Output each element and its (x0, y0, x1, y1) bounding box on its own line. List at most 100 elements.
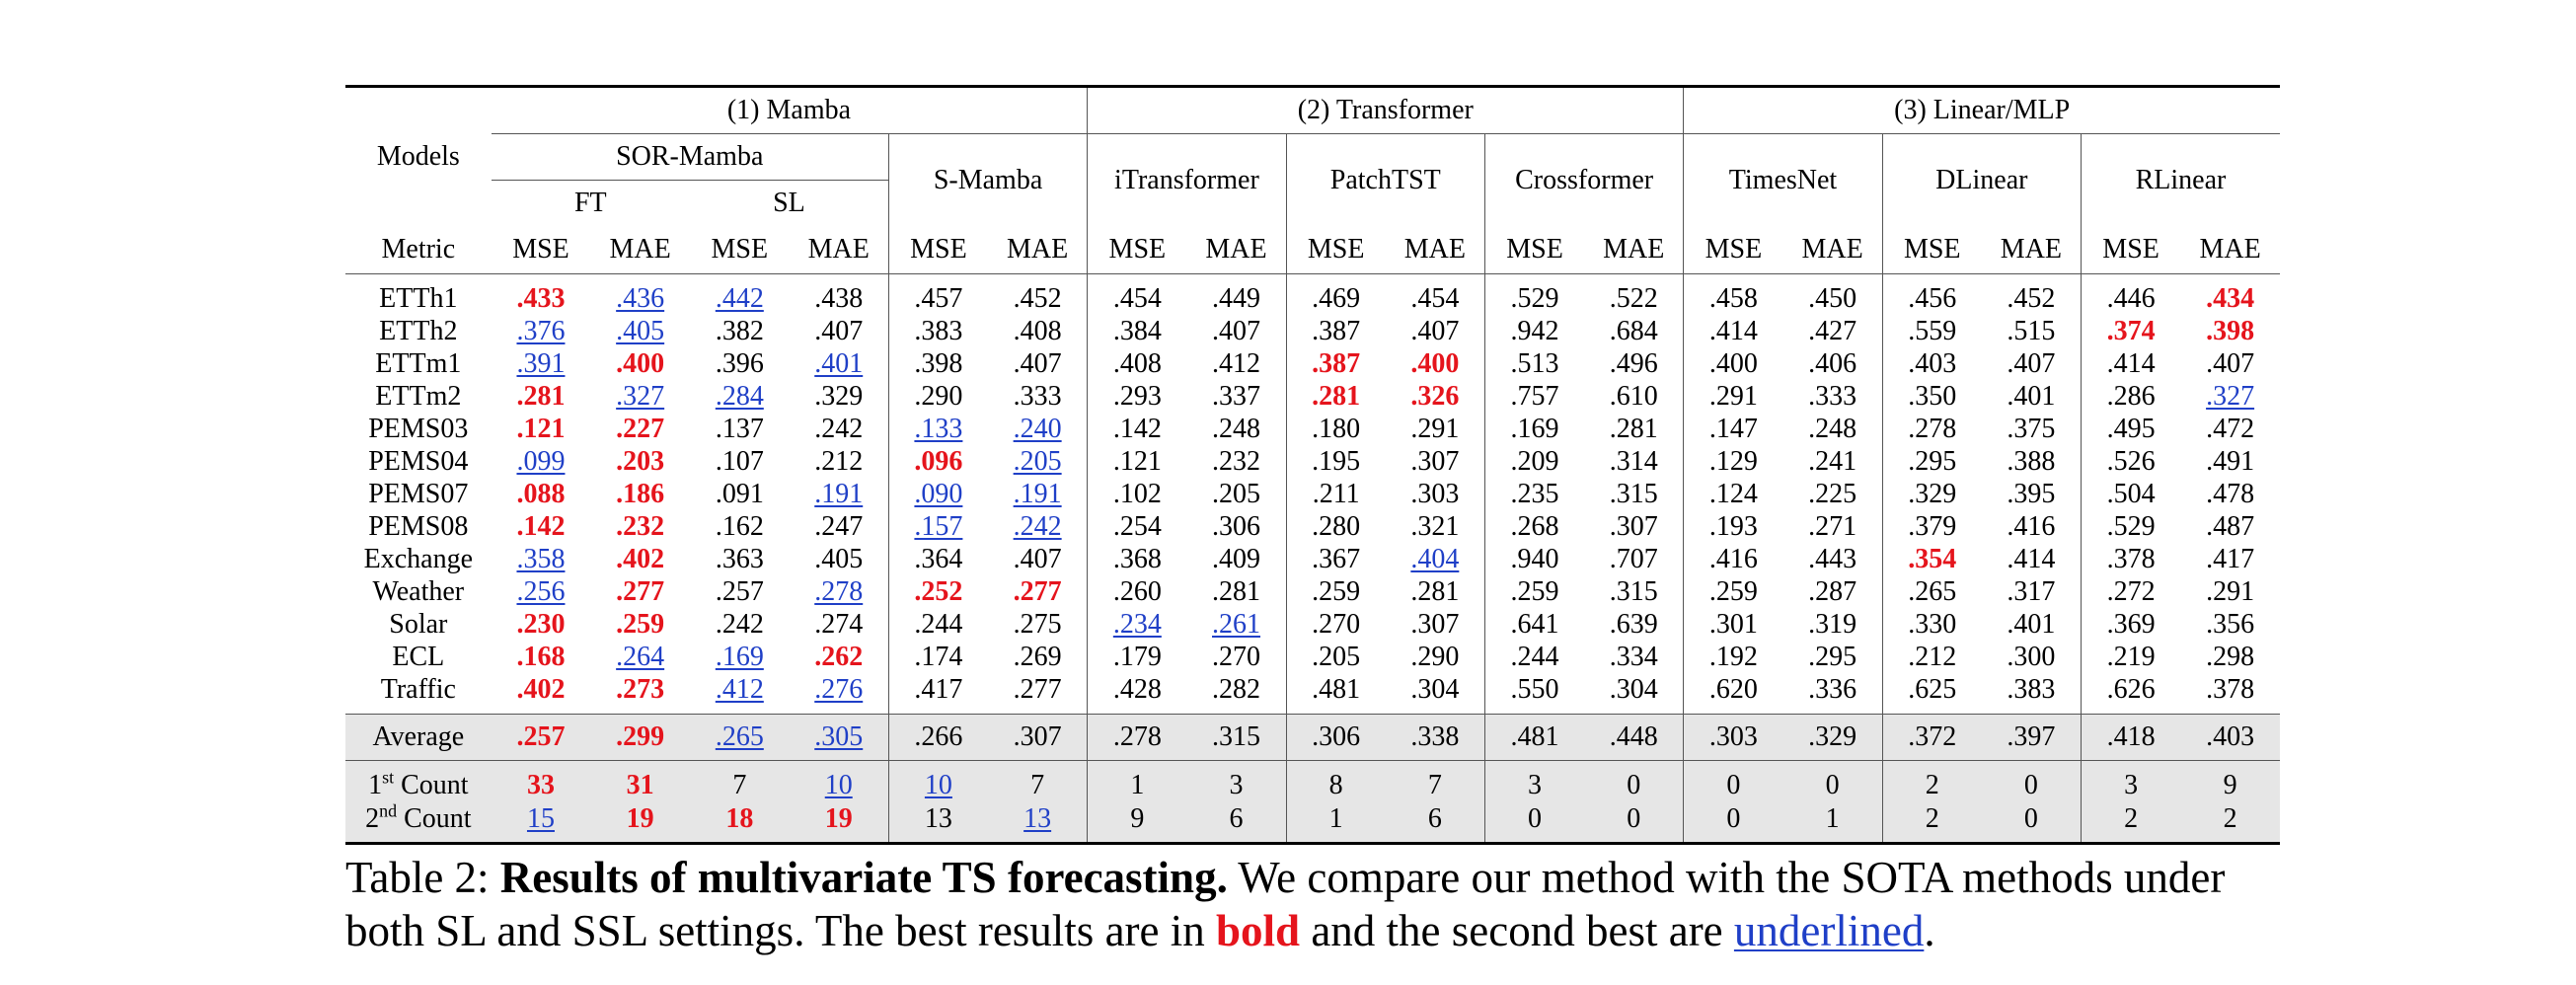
value: 9 (1130, 803, 1145, 834)
value-cell: .454 (1386, 274, 1485, 316)
value-cell: 0 (1683, 760, 1783, 802)
value-cell: .265 (1881, 575, 1982, 608)
value: .317 (2007, 576, 2056, 607)
value: .379 (1908, 511, 1957, 542)
value-cell: .248 (1186, 413, 1286, 445)
value-cell: .438 (790, 274, 889, 316)
value-cell: .417 (2180, 543, 2280, 575)
value: 8 (1328, 770, 1343, 800)
second-best-value: .090 (914, 479, 963, 509)
value-cell: .280 (1285, 510, 1386, 543)
best-value: .374 (2106, 316, 2156, 346)
value-cell: .265 (689, 714, 790, 761)
metric-mae-header: MAE (2180, 226, 2280, 274)
value: .452 (2007, 283, 2056, 314)
table-row: ETTh2 .376 .405 .382 .407 .383 .408 .384 .407 .38… (345, 315, 2280, 347)
value: .293 (1112, 381, 1162, 412)
value: .333 (1013, 381, 1062, 412)
second-best-value: .191 (1013, 479, 1062, 509)
value: .559 (1908, 316, 1957, 346)
value-cell: .469 (1285, 273, 1386, 315)
value-cell: 13 (887, 802, 988, 845)
timesnet-header: TimesNet (1683, 133, 1883, 226)
value-cell: .191 (988, 478, 1088, 510)
value: .384 (1112, 316, 1162, 346)
value: .330 (1908, 609, 1957, 640)
value: .378 (2106, 544, 2156, 574)
value: .610 (1609, 381, 1658, 412)
value-cell: .180 (1285, 413, 1386, 445)
value-cell: 0 (1683, 802, 1783, 845)
value: .428 (1112, 674, 1162, 705)
value-cell: .383 (887, 315, 988, 347)
value-cell: .091 (690, 478, 790, 510)
value: .281 (1212, 576, 1260, 607)
value: .383 (914, 316, 963, 346)
value: .407 (1013, 348, 1062, 379)
value-cell: .329 (1782, 714, 1883, 761)
value-cell: .408 (1087, 347, 1187, 380)
group-transformer-header: (2) Transformer (1087, 86, 1684, 134)
value-cell: .457 (887, 273, 988, 315)
best-value: 33 (526, 770, 555, 800)
value: .414 (1708, 316, 1758, 346)
metric-mae-header: MAE (1385, 226, 1485, 274)
value: .282 (1212, 674, 1260, 705)
value-cell: 3 (2081, 760, 2181, 802)
value-cell: 7 (1385, 760, 1485, 802)
value-cell: .307 (1386, 445, 1485, 478)
value: .306 (1212, 511, 1260, 542)
dataset-name: Traffic (380, 674, 456, 705)
value: .522 (1609, 283, 1658, 314)
metric-header: Metric (345, 226, 492, 274)
value-cell: .102 (1087, 478, 1187, 510)
value: .757 (1510, 381, 1559, 412)
value-cell: .193 (1683, 510, 1783, 543)
average-row: Average .257 .299 .265 .305 .266 .307 .278 .315.… (345, 714, 2280, 761)
value: .427 (1808, 316, 1857, 346)
value-cell: .458 (1683, 273, 1783, 315)
value-cell: .179 (1087, 641, 1187, 673)
value-cell: .262 (790, 641, 889, 673)
value-cell: .515 (1982, 315, 2082, 347)
header-row-groups: Models (1) Mamba (2) Transformer (3) Lin… (345, 86, 2280, 172)
value-cell: .299 (590, 714, 690, 761)
value-cell: .620 (1683, 673, 1783, 715)
value-cell: .291 (1683, 380, 1783, 413)
value-cell: .395 (1982, 478, 2082, 510)
value: 3 (1528, 770, 1543, 800)
count-rank: 2 (365, 803, 380, 834)
value: .368 (1112, 544, 1162, 574)
best-value: .277 (1013, 576, 1062, 607)
value-cell: .278 (1087, 714, 1187, 761)
value-cell: .219 (2081, 641, 2181, 673)
value: .382 (715, 316, 764, 346)
value-cell: .257 (690, 575, 790, 608)
value-cell: .376 (492, 315, 591, 347)
value-cell: .205 (988, 445, 1088, 478)
value-cell: 19 (590, 802, 690, 845)
value: .491 (2206, 446, 2255, 477)
value-cell: .277 (988, 575, 1088, 608)
value-cell: .295 (1881, 445, 1982, 478)
value: .407 (1013, 544, 1062, 574)
value: .407 (1212, 316, 1260, 346)
value-cell: .227 (590, 413, 690, 445)
value: .287 (1808, 576, 1857, 607)
count-word: Count (394, 770, 469, 800)
value-cell: .277 (988, 673, 1088, 715)
value-cell: 0 (1981, 760, 2082, 802)
value-cell: .168 (492, 641, 591, 673)
best-value: .354 (1908, 544, 1957, 574)
value-cell: .142 (1087, 413, 1187, 445)
value-cell: .327 (590, 380, 690, 413)
value: .449 (1212, 283, 1260, 314)
value: .487 (2206, 511, 2255, 542)
value: 7 (732, 770, 747, 800)
value: .401 (2007, 381, 2056, 412)
value-cell: .281 (1186, 575, 1286, 608)
value-cell: .400 (1386, 347, 1485, 380)
value: .684 (1609, 316, 1658, 346)
best-value: .434 (2206, 283, 2255, 314)
value: .147 (1708, 414, 1758, 444)
